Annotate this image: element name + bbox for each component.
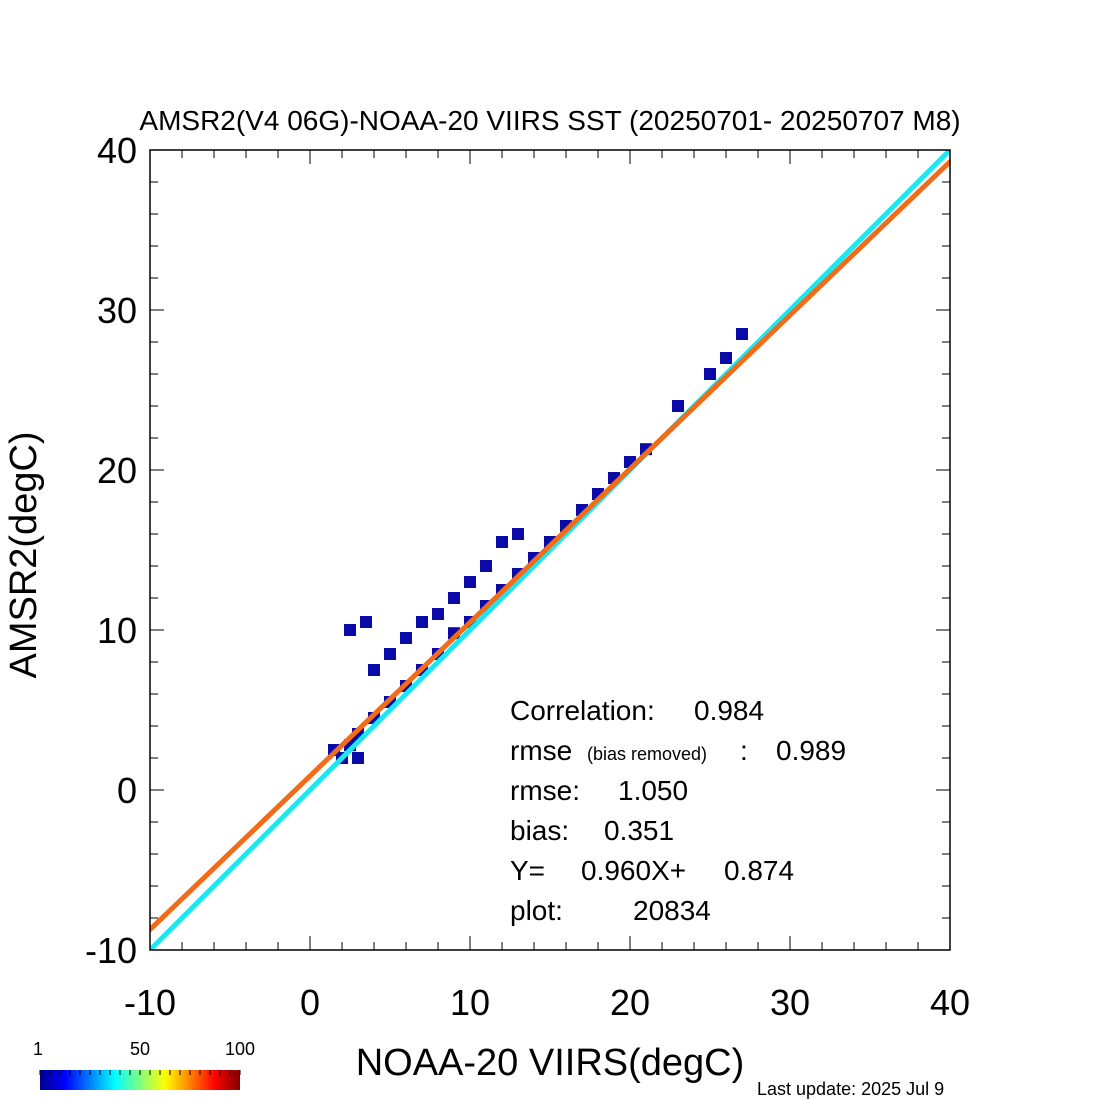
fit-slope: 0.960X+ (581, 855, 686, 886)
y-axis-ticks: -10 0 10 20 30 40 (85, 130, 950, 971)
x-tick-label: 0 (300, 982, 320, 1023)
density-point (736, 328, 748, 340)
density-point (368, 664, 380, 676)
rmse-value: 1.050 (618, 775, 688, 806)
fit-intercept: 0.874 (724, 855, 794, 886)
y-tick-label: 30 (97, 290, 137, 331)
density-point (464, 576, 476, 588)
plot-count-value: 20834 (633, 895, 711, 926)
stats-box: Correlation: 0.984 rmse (bias removed) :… (510, 695, 846, 926)
colorbar-tick-label: 50 (130, 1039, 150, 1059)
density-point (416, 616, 428, 628)
colorbar: 1 50 100 (33, 1039, 255, 1090)
colorbar-tick-label: 1 (33, 1039, 43, 1059)
regression-lines (150, 150, 950, 950)
svg-text:plot: 20834: plot: 20834 (510, 895, 711, 926)
density-point (720, 352, 732, 364)
density-point (480, 560, 492, 572)
density-point (360, 616, 372, 628)
density-point (448, 592, 460, 604)
density-point (384, 648, 396, 660)
svg-text:bias: 0.351: bias: 0.351 (510, 815, 674, 846)
svg-text:Y= 0.960X+ 0.874: Y= 0.960X+ 0.874 (510, 855, 794, 886)
colorbar-tick-label: 100 (225, 1039, 255, 1059)
density-point (704, 368, 716, 380)
x-tick-label: 10 (450, 982, 490, 1023)
rmse-bias-removed-value: 0.989 (776, 735, 846, 766)
svg-text:Correlation: 0.984: Correlation: 0.984 (510, 695, 764, 726)
rmse-bias-removed-colon: : (740, 735, 748, 766)
density-point (496, 536, 508, 548)
x-tick-label: 30 (770, 982, 810, 1023)
last-update-text: Last update: 2025 Jul 9 (757, 1079, 944, 1099)
rmse-bias-removed-note: (bias removed) (587, 744, 707, 764)
density-point (512, 528, 524, 540)
fit-y-label: Y= (510, 855, 545, 886)
correlation-value: 0.984 (694, 695, 764, 726)
rmse-label: rmse: (510, 775, 580, 806)
y-axis-label: AMSR2(degC) (3, 431, 45, 678)
x-tick-label: -10 (124, 982, 176, 1023)
y-tick-label: 10 (97, 610, 137, 651)
plot-count-label: plot: (510, 895, 563, 926)
fit-line (150, 159, 950, 933)
correlation-label: Correlation: (510, 695, 655, 726)
colorbar-ticks (39, 1070, 241, 1075)
svg-text:rmse (bias removed): rmse (bias removed) : 0.989 (510, 735, 846, 766)
y-tick-label: 0 (117, 770, 137, 811)
bias-label: bias: (510, 815, 569, 846)
one-to-one-line (150, 150, 950, 950)
x-axis-label: NOAA-20 VIIRS(degC) (356, 1042, 745, 1084)
y-tick-label: 40 (97, 130, 137, 171)
x-axis-ticks: -10 0 10 20 30 40 (124, 150, 970, 1023)
y-tick-label: 20 (97, 450, 137, 491)
svg-text:rmse: 1.050: rmse: 1.050 (510, 775, 688, 806)
x-tick-label: 40 (930, 982, 970, 1023)
density-point (400, 632, 412, 644)
y-tick-label: -10 (85, 930, 137, 971)
x-tick-label: 20 (610, 982, 650, 1023)
density-point (352, 752, 364, 764)
chart-title: AMSR2(V4 06G)-NOAA-20 VIIRS SST (2025070… (139, 105, 960, 136)
density-point (672, 400, 684, 412)
bias-value: 0.351 (604, 815, 674, 846)
density-point (344, 624, 356, 636)
rmse-bias-removed-label: rmse (510, 735, 572, 766)
plot-frame (149, 149, 951, 951)
density-point (432, 608, 444, 620)
